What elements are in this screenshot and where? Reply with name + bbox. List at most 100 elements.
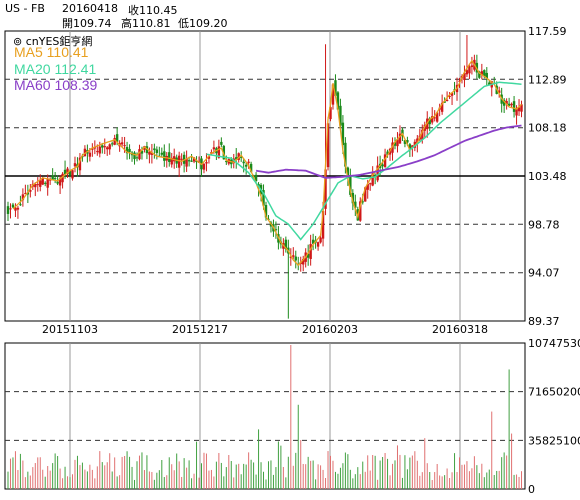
candle-body xyxy=(371,173,374,186)
candle-body xyxy=(284,239,288,250)
candle-body xyxy=(202,163,206,170)
ma60-line xyxy=(255,124,522,179)
volume-y-tick-label: 35825100 xyxy=(528,434,580,447)
candle-body xyxy=(309,244,312,259)
candle-body xyxy=(140,150,144,154)
candle-body xyxy=(128,148,131,153)
candle-body xyxy=(192,157,196,162)
candle-body xyxy=(138,149,141,160)
candle-body xyxy=(326,123,330,168)
candle-body xyxy=(153,148,156,151)
volume-panel-frame xyxy=(4,342,526,490)
candle-body xyxy=(334,80,337,96)
candle-body xyxy=(249,163,253,172)
candle-body xyxy=(435,112,439,122)
candle-body xyxy=(41,178,44,185)
price-y-tick-label: 94.07 xyxy=(528,267,560,280)
candle-body xyxy=(368,183,372,185)
candle-body xyxy=(470,65,474,68)
candle-body xyxy=(336,92,340,110)
legend-ma60: MA60 108.39 xyxy=(14,77,98,93)
candle-body xyxy=(497,90,501,93)
candle-body xyxy=(135,157,139,159)
candle-body xyxy=(168,152,171,162)
candle-body xyxy=(478,72,481,78)
candle-body xyxy=(408,144,412,151)
candle-body xyxy=(93,147,97,149)
candle-body xyxy=(502,99,506,106)
candle-body xyxy=(173,156,176,162)
candle-body xyxy=(98,146,101,154)
candle-body xyxy=(235,157,238,160)
candle-body xyxy=(19,204,22,206)
candle-body xyxy=(485,72,488,79)
candle-body xyxy=(443,101,446,103)
candle-body xyxy=(351,192,355,204)
candle-body xyxy=(480,71,484,75)
candle-body xyxy=(207,156,211,159)
candle-body xyxy=(321,211,325,239)
candle-body xyxy=(242,161,245,164)
candle-body xyxy=(391,142,394,153)
candle-body xyxy=(247,161,250,163)
candle-body xyxy=(416,138,419,144)
candle-body xyxy=(294,256,297,261)
candle-body xyxy=(83,148,87,157)
candle-body xyxy=(44,182,47,184)
candle-body xyxy=(170,157,173,165)
candle-body xyxy=(239,156,243,158)
candle-body xyxy=(344,142,347,167)
candle-body xyxy=(393,142,397,146)
x-tick-label: 20160203 xyxy=(302,323,358,336)
candle-body xyxy=(148,151,151,155)
candle-body xyxy=(354,201,357,208)
legend-ma20: MA20 112.41 xyxy=(14,61,97,77)
x-tick-label: 20151217 xyxy=(172,323,228,336)
candle-body xyxy=(306,253,310,258)
candle-body xyxy=(376,165,379,181)
candle-body xyxy=(254,174,258,182)
candle-body xyxy=(68,170,72,176)
legend-ma5: MA5 110.41 xyxy=(14,44,89,60)
candle-body xyxy=(465,70,469,75)
candle-body xyxy=(225,160,228,163)
candle-body xyxy=(515,108,518,116)
candle-body xyxy=(91,148,94,150)
candle-body xyxy=(237,153,240,160)
candle-body xyxy=(56,181,59,184)
candle-body xyxy=(177,155,181,168)
candle-body xyxy=(264,205,268,218)
candle-body xyxy=(24,193,27,195)
candle-body xyxy=(386,151,389,155)
candle-body xyxy=(205,162,208,164)
candle-body xyxy=(421,129,424,140)
header-date: 20160418 xyxy=(62,2,118,15)
candle-body xyxy=(155,149,159,153)
candle-body xyxy=(262,190,265,206)
candle-body xyxy=(488,82,491,86)
candle-body xyxy=(364,187,367,202)
price-y-tick-label: 108.18 xyxy=(528,122,567,135)
header-low: 低109.20 xyxy=(178,17,228,30)
x-tick-label: 20160318 xyxy=(432,323,488,336)
candle-body xyxy=(510,103,513,106)
candle-body xyxy=(366,183,369,190)
candle-body xyxy=(125,147,129,154)
candle-body xyxy=(440,102,444,112)
candle-body xyxy=(361,201,364,203)
candle-body xyxy=(507,103,511,106)
volume-y-tick-label: 107475300 xyxy=(528,337,580,350)
candle-body xyxy=(406,140,409,143)
candle-body xyxy=(133,152,136,160)
candle-body xyxy=(9,208,12,210)
candle-body xyxy=(505,101,508,105)
candle-body xyxy=(329,107,332,120)
candle-body xyxy=(160,152,164,155)
candle-body xyxy=(324,169,327,209)
candle-body xyxy=(195,160,198,163)
candle-body xyxy=(341,122,345,146)
candle-body xyxy=(346,167,350,179)
candle-body xyxy=(359,201,362,221)
candle-body xyxy=(445,99,449,101)
